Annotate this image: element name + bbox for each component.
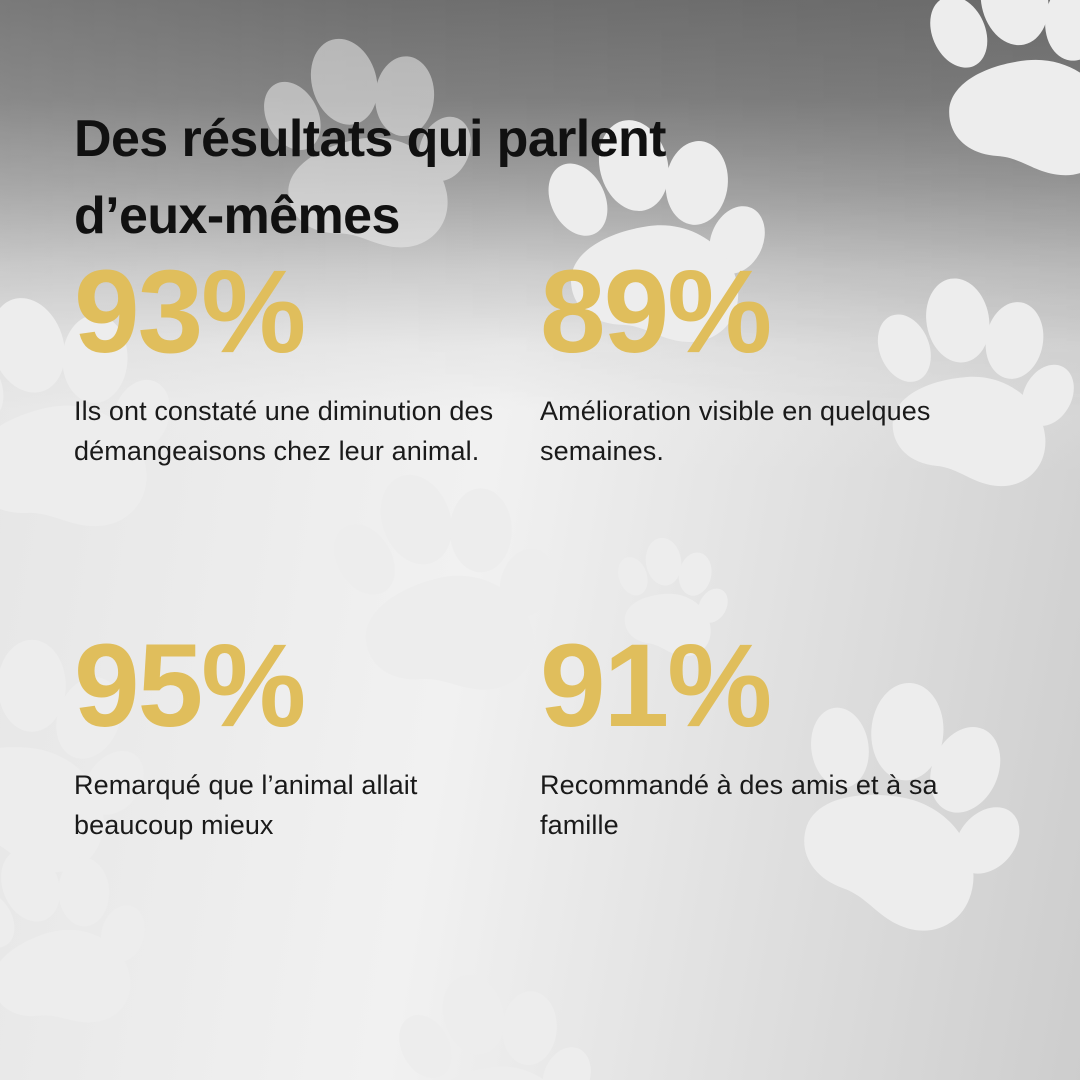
stat-value: 95% [74,620,306,752]
statistics-grid: 93% Ils ont constaté une diminution des … [0,246,1080,880]
page-title: Des résultats qui parlent d’eux-mêmes [74,109,666,245]
stat-card-91: 91% Recommandé à des amis et à sa famill… [540,620,1010,880]
stat-value: 91% [540,620,772,752]
stat-card-89: 89% Amélioration visible en quelques sem… [540,246,1010,620]
stat-description: Ils ont constaté une diminution des déma… [74,396,494,466]
stat-value: 93% [74,246,306,378]
stat-value: 89% [540,246,772,378]
stat-card-93: 93% Ils ont constaté une diminution des … [74,246,540,620]
statistics-row-top: 93% Ils ont constaté une diminution des … [0,246,1080,620]
stat-description: Amélioration visible en quelques semaine… [540,396,931,466]
stat-description: Recommandé à des amis et à sa famille [540,770,938,840]
stat-card-95: 95% Remarqué que l’animal allait beaucou… [74,620,540,880]
statistics-row-bottom: 95% Remarqué que l’animal allait beaucou… [0,620,1080,880]
stat-description: Remarqué que l’animal allait beaucoup mi… [74,770,418,840]
